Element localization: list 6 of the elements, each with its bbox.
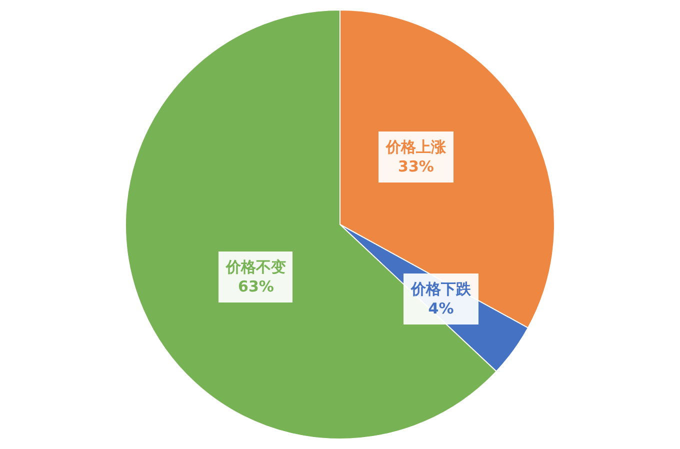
slice-label: 价格不变 <box>225 258 286 276</box>
data-label: 4% <box>428 300 454 318</box>
data-label: 63% <box>238 278 274 296</box>
slice-label: 价格上涨 <box>385 138 447 156</box>
slice-label: 价格下跌 <box>410 280 472 298</box>
data-label: 33% <box>398 158 434 176</box>
